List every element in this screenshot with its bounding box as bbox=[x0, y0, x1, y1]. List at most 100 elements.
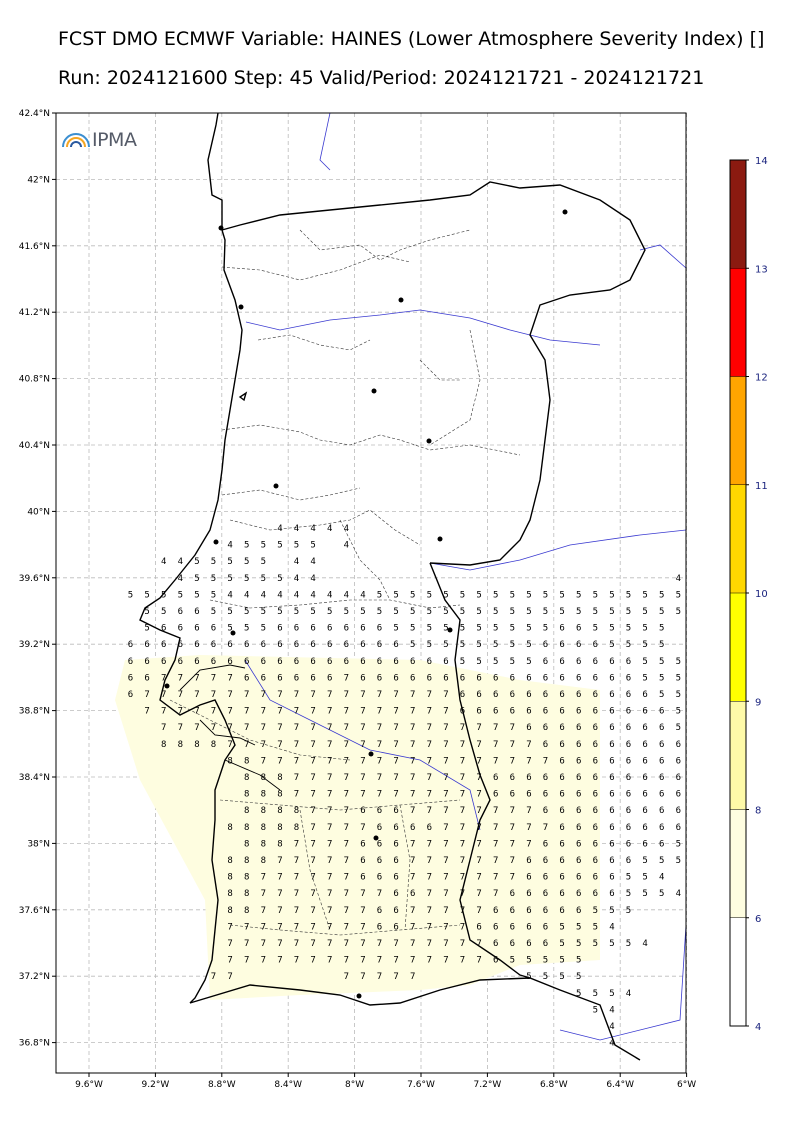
haines-value: 7 bbox=[194, 723, 199, 733]
haines-value: 7 bbox=[310, 756, 315, 766]
haines-value: 7 bbox=[443, 856, 448, 866]
haines-value: 6 bbox=[360, 640, 365, 650]
haines-value: 5 bbox=[593, 906, 598, 916]
haines-value: 6 bbox=[327, 673, 332, 683]
haines-value: 5 bbox=[559, 939, 564, 949]
lat-label: 40°N bbox=[27, 507, 50, 517]
haines-value: 4 bbox=[310, 574, 315, 584]
haines-value: 6 bbox=[194, 624, 199, 634]
haines-value: 7 bbox=[294, 690, 299, 700]
haines-value: 6 bbox=[609, 773, 614, 783]
haines-value: 8 bbox=[227, 889, 232, 899]
haines-value: 7 bbox=[227, 673, 232, 683]
haines-value: 6 bbox=[642, 707, 647, 717]
haines-value: 7 bbox=[377, 723, 382, 733]
haines-value: 4 bbox=[676, 574, 681, 584]
haines-value: 7 bbox=[493, 889, 498, 899]
haines-value: 6 bbox=[410, 823, 415, 833]
haines-value: 6 bbox=[227, 640, 232, 650]
haines-value: 7 bbox=[327, 939, 332, 949]
haines-value: 7 bbox=[360, 790, 365, 800]
haines-value: 5 bbox=[642, 889, 647, 899]
haines-value: 7 bbox=[377, 956, 382, 966]
haines-value: 6 bbox=[559, 657, 564, 667]
haines-value: 5 bbox=[211, 557, 216, 567]
haines-value: 7 bbox=[493, 856, 498, 866]
haines-value: 7 bbox=[194, 673, 199, 683]
haines-value: 7 bbox=[294, 939, 299, 949]
haines-value: 5 bbox=[626, 590, 631, 600]
haines-value: 6 bbox=[377, 922, 382, 932]
haines-value: 7 bbox=[310, 873, 315, 883]
haines-value: 6 bbox=[543, 889, 548, 899]
haines-value: 5 bbox=[593, 590, 598, 600]
haines-value: 7 bbox=[510, 806, 515, 816]
colorbar: 14 13 12 11 10 9 8 6 4 bbox=[729, 156, 768, 1033]
haines-value: 7 bbox=[476, 773, 481, 783]
haines-value: 7 bbox=[377, 939, 382, 949]
haines-value: 7 bbox=[310, 922, 315, 932]
haines-value: 7 bbox=[493, 723, 498, 733]
lat-label: 38°N bbox=[27, 839, 50, 849]
haines-value: 5 bbox=[559, 607, 564, 617]
haines-value: 6 bbox=[128, 673, 133, 683]
haines-value: 7 bbox=[211, 690, 216, 700]
haines-value: 6 bbox=[593, 790, 598, 800]
haines-value: 5 bbox=[277, 574, 282, 584]
haines-value: 7 bbox=[443, 956, 448, 966]
haines-value: 7 bbox=[244, 690, 249, 700]
haines-value: 7 bbox=[410, 972, 415, 982]
haines-value: 7 bbox=[360, 740, 365, 750]
haines-value: 6 bbox=[360, 624, 365, 634]
haines-value: 4 bbox=[344, 524, 349, 534]
haines-value: 6 bbox=[676, 806, 681, 816]
haines-value: 8 bbox=[178, 740, 183, 750]
haines-value: 6 bbox=[344, 640, 349, 650]
colorbar-label: 8 bbox=[755, 806, 761, 817]
haines-value: 7 bbox=[344, 740, 349, 750]
haines-value: 5 bbox=[443, 640, 448, 650]
haines-value: 5 bbox=[476, 624, 481, 634]
haines-value: 7 bbox=[277, 756, 282, 766]
haines-value: 4 bbox=[227, 590, 232, 600]
haines-value: 5 bbox=[277, 607, 282, 617]
haines-value: 5 bbox=[626, 939, 631, 949]
haines-value: 8 bbox=[261, 839, 266, 849]
haines-value: 8 bbox=[294, 823, 299, 833]
haines-value: 5 bbox=[676, 707, 681, 717]
colorbar-swatch bbox=[730, 809, 746, 918]
haines-value: 7 bbox=[227, 707, 232, 717]
haines-value: 7 bbox=[327, 889, 332, 899]
haines-value: 5 bbox=[576, 922, 581, 932]
haines-value: 6 bbox=[609, 790, 614, 800]
haines-value: 7 bbox=[460, 956, 465, 966]
haines-value: 7 bbox=[310, 906, 315, 916]
haines-value: 7 bbox=[327, 823, 332, 833]
haines-value: 8 bbox=[294, 806, 299, 816]
haines-value: 6 bbox=[377, 823, 382, 833]
haines-value: 6 bbox=[676, 823, 681, 833]
haines-value: 7 bbox=[476, 889, 481, 899]
haines-value: 5 bbox=[194, 574, 199, 584]
haines-value: 7 bbox=[327, 922, 332, 932]
haines-value: 6 bbox=[277, 657, 282, 667]
haines-value: 4 bbox=[277, 590, 282, 600]
colorbar-label: 4 bbox=[755, 1022, 761, 1033]
haines-value: 7 bbox=[261, 922, 266, 932]
haines-value: 7 bbox=[427, 723, 432, 733]
haines-value: 4 bbox=[161, 557, 166, 567]
haines-value: 7 bbox=[310, 856, 315, 866]
haines-value: 7 bbox=[344, 723, 349, 733]
haines-value: 7 bbox=[460, 740, 465, 750]
haines-value: 6 bbox=[360, 839, 365, 849]
haines-value: 5 bbox=[493, 657, 498, 667]
haines-value: 5 bbox=[443, 590, 448, 600]
lon-label: 7.6°W bbox=[407, 1080, 435, 1090]
haines-value: 5 bbox=[211, 590, 216, 600]
haines-value: 7 bbox=[310, 790, 315, 800]
haines-value: 6 bbox=[559, 839, 564, 849]
haines-value: 7 bbox=[261, 707, 266, 717]
haines-value: 7 bbox=[211, 723, 216, 733]
haines-value: 5 bbox=[676, 839, 681, 849]
